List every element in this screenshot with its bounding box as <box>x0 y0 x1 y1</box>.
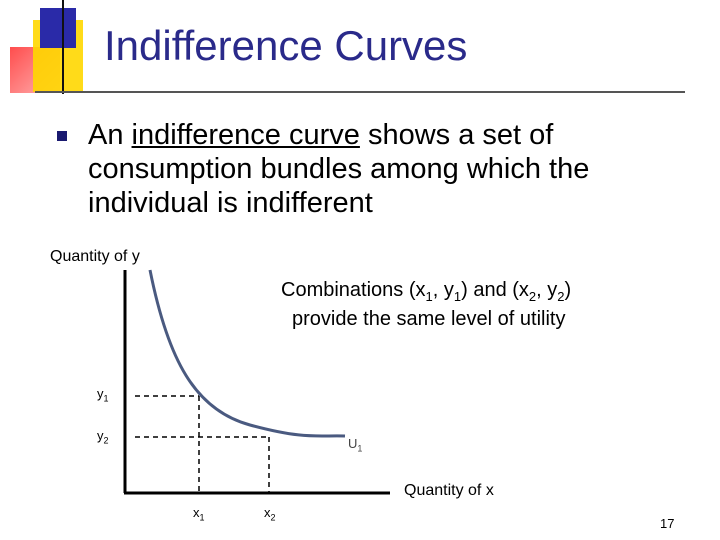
slide-title: Indifference Curves <box>104 22 468 69</box>
y1-label: y1 <box>97 386 109 404</box>
decor-vertical-line <box>62 0 64 94</box>
page-number: 17 <box>660 516 675 531</box>
combination-note-line2: provide the same level of utility <box>292 308 566 330</box>
title-underline-rule <box>35 91 685 93</box>
bullet-text-underlined: indifference curve <box>131 119 360 151</box>
indifference-curve-u1 <box>148 269 346 438</box>
x1-label: x1 <box>193 505 205 523</box>
bullet-marker-icon <box>57 131 67 141</box>
bullet-text-post: shows a set of consumption bundles among… <box>88 119 590 219</box>
combination-note-line1: Combinations (x1, y1) and (x2, y2) <box>281 279 572 304</box>
x2-label: x2 <box>264 505 276 523</box>
bullet-text: An indifference curve shows a set of con… <box>88 118 688 220</box>
bullet-text-pre: An <box>88 119 132 151</box>
curve-label-u1: U1 <box>348 436 363 454</box>
decor-blue-square <box>40 8 76 48</box>
y-axis-label: Quantity of y <box>50 248 140 265</box>
y2-label: y2 <box>97 428 109 446</box>
x-axis-label: Quantity of x <box>404 482 494 499</box>
